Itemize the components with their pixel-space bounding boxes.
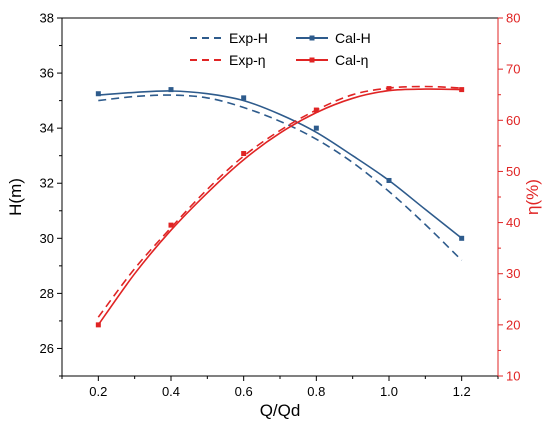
series-line-cal-eta: [97, 88, 462, 326]
y-left-tick-label: 34: [40, 121, 54, 136]
y-right-tick-label: 70: [506, 62, 520, 77]
y-right-tick-label: 10: [506, 369, 520, 384]
y-left-tick-label: 26: [40, 341, 54, 356]
data-point-cal-eta: [313, 107, 319, 113]
data-point-cal-eta: [386, 86, 392, 92]
x-tick-label: 0.4: [162, 384, 180, 399]
data-point-cal-eta: [459, 87, 465, 93]
y-left-tick-label: 32: [40, 176, 54, 191]
x-axis-title: Q/Qd: [260, 401, 301, 420]
series-line-exp-eta: [97, 85, 462, 318]
y-axis-right-title: η(%): [523, 179, 542, 215]
y-axis-right: 10 20 30 40 50 60 70 80: [498, 11, 520, 384]
y-right-tick-label: 80: [506, 11, 520, 26]
data-point-cal-h: [313, 125, 319, 131]
x-tick-label: 1.2: [453, 384, 471, 399]
data-point-cal-eta: [168, 222, 174, 228]
series-line-cal-h: [98, 90, 463, 239]
legend: Exp-H Cal-H Exp-η Cal-η: [190, 30, 371, 68]
y-left-tick-label: 30: [40, 231, 54, 246]
data-point-cal-h: [95, 91, 101, 97]
plot-frame: [61, 17, 499, 377]
y-right-tick-label: 60: [506, 113, 520, 128]
data-point-cal-eta: [95, 322, 101, 328]
x-axis: 0.2 0.4 0.6 0.8 1.0 1.2: [61, 376, 499, 399]
legend-label-exp-h: Exp-H: [229, 30, 268, 46]
legend-label-cal-h: Cal-H: [335, 30, 371, 46]
y-right-tick-label: 40: [506, 215, 520, 230]
data-point-cal-eta: [241, 151, 247, 157]
y-right-tick-label: 50: [506, 164, 520, 179]
data-point-cal-h: [459, 235, 465, 241]
legend-label-cal-eta: Cal-η: [335, 52, 368, 68]
legend-label-exp-eta: Exp-η: [229, 52, 266, 68]
y-axis-left: 26 28 30 32 34 36 38: [40, 11, 62, 377]
x-tick-label: 0.6: [235, 384, 253, 399]
series-layer: [95, 85, 465, 328]
data-point-cal-h: [168, 87, 174, 93]
x-tick-label: 0.8: [307, 384, 325, 399]
y-left-tick-label: 36: [40, 66, 54, 81]
series-line-exp-h: [98, 94, 463, 261]
y-axis-left-title: H(m): [6, 178, 25, 216]
y-right-tick-label: 30: [506, 266, 520, 281]
x-tick-label: 0.2: [89, 384, 107, 399]
data-point-cal-h: [241, 95, 247, 101]
legend-marker-cal-h: [309, 35, 315, 41]
data-point-cal-h: [386, 177, 392, 183]
legend-marker-cal-eta: [309, 57, 315, 63]
x-tick-label: 1.0: [380, 384, 398, 399]
y-left-tick-label: 28: [40, 286, 54, 301]
y-left-tick-label: 38: [40, 11, 54, 26]
y-right-tick-label: 20: [506, 317, 520, 332]
